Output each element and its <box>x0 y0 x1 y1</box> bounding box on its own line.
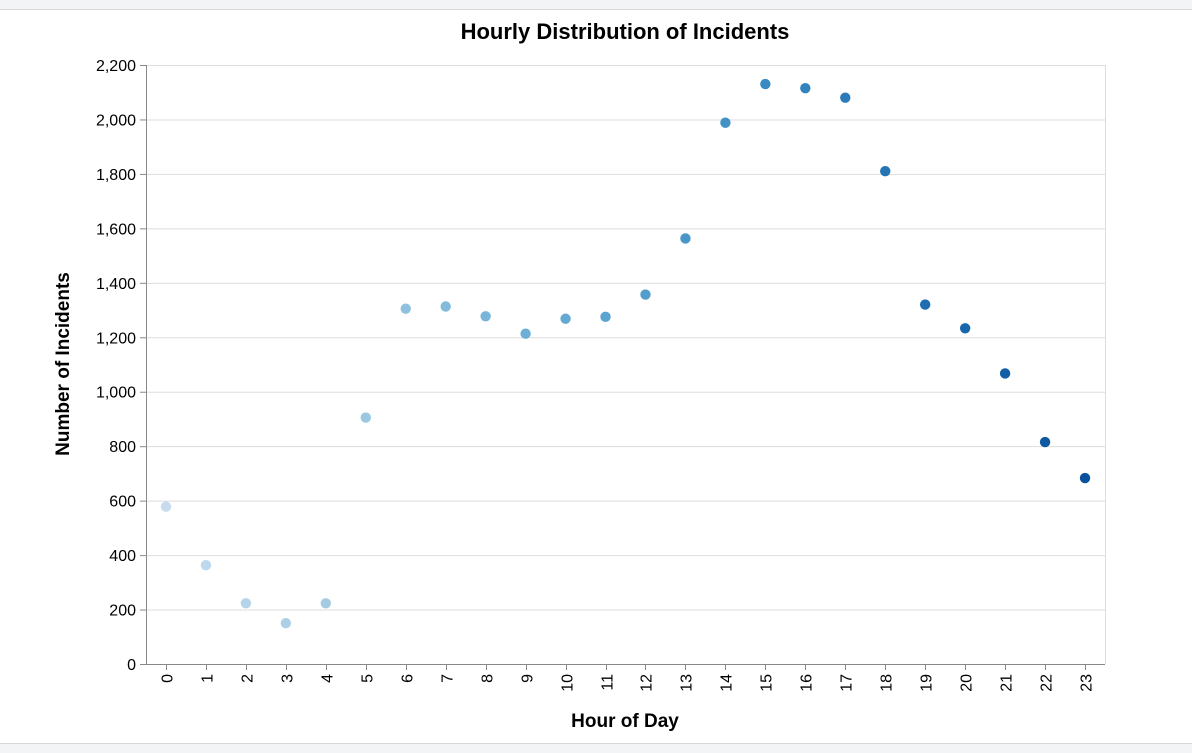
x-tick-label: 3 <box>280 674 297 683</box>
x-tick-label: 1 <box>200 674 217 683</box>
y-tick-label: 600 <box>109 494 136 511</box>
x-tick-label: 6 <box>400 674 417 683</box>
x-tick-label: 7 <box>440 674 457 683</box>
data-point <box>760 78 771 90</box>
x-tick-label: 16 <box>799 674 816 692</box>
data-point <box>360 412 371 423</box>
x-tick-label: 9 <box>520 674 537 683</box>
data-point <box>520 328 531 339</box>
x-tick-label: 0 <box>160 674 177 683</box>
data-point <box>959 323 971 334</box>
data-point <box>560 313 571 324</box>
x-tick-label: 21 <box>999 674 1016 692</box>
data-point <box>200 559 212 571</box>
x-tick-label: 13 <box>679 674 696 692</box>
x-tick-label: 14 <box>719 674 736 692</box>
data-point <box>800 82 811 94</box>
y-tick-label: 1,600 <box>96 221 136 238</box>
data-point <box>280 617 292 629</box>
bottom-window-strip <box>0 743 1192 753</box>
x-axis: 0 1 2 3 4 5 6 7 8 9 10 11 12 13 14 15 16 17 18 19 20 21 22 23 <box>146 664 1105 692</box>
x-tick-label: 15 <box>759 674 776 692</box>
chart-title: Hourly Distribution of Incidents <box>461 19 790 44</box>
x-tick-label: 20 <box>959 674 976 692</box>
data-point <box>160 501 172 512</box>
x-tick-label: 2 <box>240 674 257 683</box>
x-tick-label: 5 <box>360 674 377 683</box>
x-axis-title: Hour of Day <box>571 711 679 732</box>
data-point <box>320 598 332 609</box>
y-axis: 0 200 400 600 800 1,000 1,200 1,400 1,600 1,800 2,… <box>96 58 147 674</box>
x-tick-label: 17 <box>839 674 856 692</box>
y-tick-label: 2,200 <box>96 58 136 75</box>
data-point <box>440 301 451 312</box>
x-tick-label: 11 <box>600 674 617 691</box>
data-point <box>720 117 731 128</box>
data-point <box>999 368 1011 379</box>
y-tick-label: 1,200 <box>96 330 136 347</box>
y-tick-label: 1,800 <box>96 167 136 184</box>
data-point <box>880 165 891 177</box>
y-tick-label: 1,000 <box>96 385 136 402</box>
data-points <box>160 78 1091 629</box>
y-axis-title: Number of Incidents <box>53 272 74 456</box>
top-window-strip <box>0 0 1192 10</box>
x-tick-label: 22 <box>1039 674 1056 692</box>
x-tick-label: 18 <box>879 674 896 692</box>
x-tick-label: 8 <box>480 674 497 683</box>
gridlines <box>146 65 1106 665</box>
x-tick-label: 4 <box>320 674 337 683</box>
data-point <box>400 303 411 314</box>
y-tick-label: 200 <box>109 603 136 620</box>
data-point <box>640 289 651 300</box>
data-point <box>480 311 491 322</box>
data-point <box>600 311 611 323</box>
data-point <box>1039 436 1051 448</box>
y-tick-label: 800 <box>109 439 136 456</box>
x-tick-label: 19 <box>919 674 936 692</box>
y-tick-label: 1,400 <box>96 276 136 293</box>
data-point <box>919 299 931 310</box>
data-point <box>840 92 851 103</box>
data-point <box>1079 472 1091 484</box>
data-point <box>240 598 252 609</box>
y-tick-label: 400 <box>109 548 136 565</box>
x-tick-label: 23 <box>1079 674 1096 692</box>
y-tick-label: 2,000 <box>96 112 136 129</box>
data-point <box>680 233 691 244</box>
y-tick-label: 0 <box>127 657 136 674</box>
x-tick-label: 12 <box>639 674 656 692</box>
x-tick-label: 10 <box>560 674 577 692</box>
